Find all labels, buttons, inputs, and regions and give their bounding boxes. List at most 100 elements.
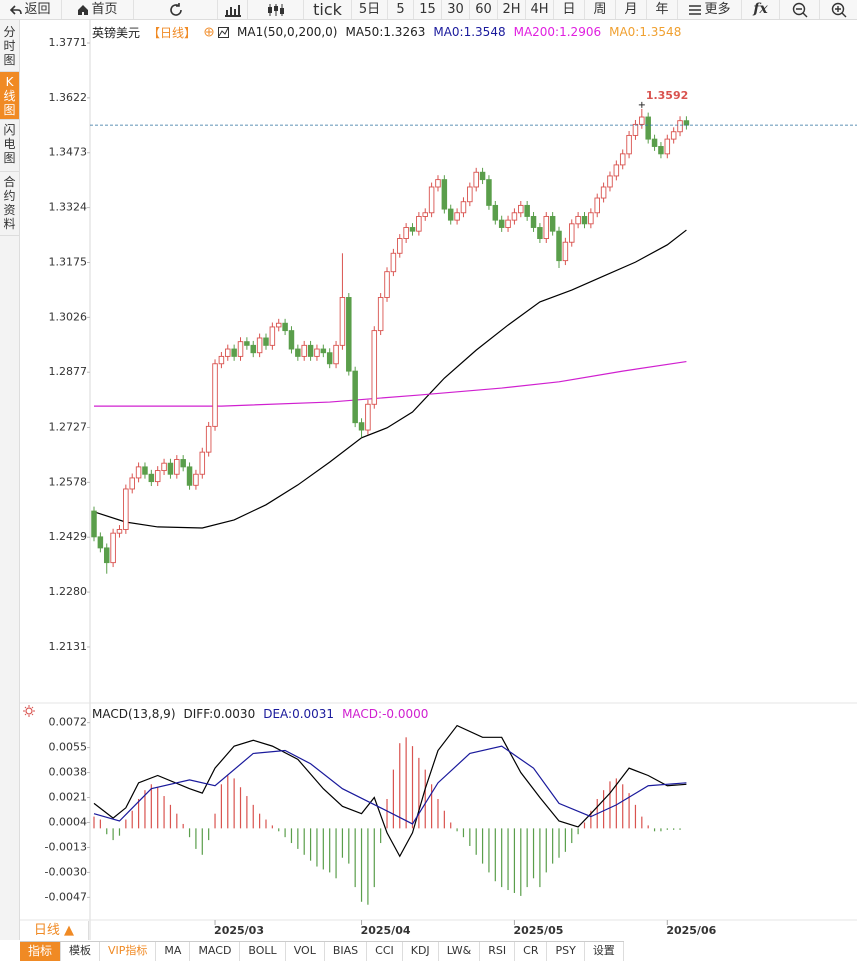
period-button[interactable]: 5: [388, 0, 414, 19]
period-button[interactable]: 30: [442, 0, 470, 19]
formula-label: fx: [753, 1, 768, 17]
indicator-tab[interactable]: CCI: [367, 942, 403, 961]
indicator-tab[interactable]: KDJ: [403, 942, 439, 961]
candle-body: [473, 171, 479, 188]
period-label: 60: [475, 2, 492, 17]
period-button[interactable]: 日: [554, 0, 585, 19]
indicator-tab[interactable]: MACD: [190, 942, 241, 961]
macd-bar: [501, 828, 503, 888]
macd-bar: [622, 784, 624, 829]
candle-body: [339, 297, 346, 346]
candle-body: [460, 201, 467, 214]
period-button[interactable]: 2H: [498, 0, 526, 19]
candle-body: [524, 204, 530, 217]
sidebar-tab[interactable]: 分时图: [0, 22, 19, 72]
period-button[interactable]: 60: [470, 0, 498, 19]
macd-bar: [284, 828, 286, 838]
candle-body: [103, 547, 110, 564]
macd-bar: [571, 828, 573, 844]
formula-button[interactable]: fx: [742, 0, 780, 19]
x-tick-label: 2025/06: [666, 924, 716, 937]
candle-body: [263, 337, 269, 346]
zoom-out-button[interactable]: [780, 0, 820, 19]
candle-body: [658, 146, 664, 155]
candle-body: [288, 330, 295, 350]
indicator-tab[interactable]: VIP指标: [100, 942, 157, 961]
macd-bar: [443, 810, 445, 829]
period-button[interactable]: 15: [414, 0, 442, 19]
macd-bar: [354, 828, 356, 888]
ma-icon: [218, 26, 230, 38]
period-label: 2H: [502, 2, 521, 17]
macd-bar: [405, 737, 407, 829]
candle-body: [505, 219, 511, 228]
indicator-tab[interactable]: VOL: [286, 942, 325, 961]
candle-body: [244, 341, 250, 346]
indicator-tab[interactable]: MA: [156, 942, 191, 961]
candle-body: [91, 510, 97, 538]
y-tick-label: 1.3473: [49, 146, 88, 159]
refresh-button[interactable]: [134, 0, 218, 19]
indicator-tab[interactable]: 模板: [61, 942, 101, 961]
home-button[interactable]: 首页: [62, 0, 134, 19]
sidebar-tab[interactable]: K线图: [0, 72, 19, 120]
line-chart-button[interactable]: [218, 0, 248, 19]
macd-bar: [278, 828, 280, 832]
macd-bar: [481, 828, 484, 864]
candle-icon: [267, 3, 284, 16]
legend-item: MACD(13,8,9): [92, 707, 176, 721]
indicator-tab[interactable]: BOLL: [240, 942, 286, 961]
indicator-tab[interactable]: LW&: [439, 942, 481, 961]
sidebar-tab[interactable]: 合约资料: [0, 172, 19, 236]
indicator-tab[interactable]: RSI: [480, 942, 516, 961]
candle-body: [295, 348, 301, 357]
macd-bar: [157, 787, 159, 829]
period-button[interactable]: tick: [304, 0, 352, 19]
legend-item: MA200:1.2906: [513, 25, 602, 39]
candle-body: [301, 344, 307, 357]
period-button[interactable]: 月: [616, 0, 647, 19]
candle-body: [218, 355, 225, 365]
macd-bar: [188, 828, 191, 838]
period-button[interactable]: 5日: [352, 0, 388, 19]
macd-bar: [182, 823, 184, 829]
more-button[interactable]: 更多: [678, 0, 742, 19]
macd-bar: [373, 828, 375, 888]
candle-body: [454, 212, 460, 221]
period-button[interactable]: 4H: [526, 0, 554, 19]
period-button[interactable]: 年: [647, 0, 678, 19]
macd-bar: [227, 775, 229, 829]
macd-line: [93, 745, 687, 825]
zoom-in-button[interactable]: [820, 0, 857, 19]
macd-bar: [252, 804, 254, 829]
candle-body: [377, 297, 384, 332]
candle-body: [256, 337, 263, 354]
candle-body: [358, 422, 365, 431]
macd-bar: [615, 778, 617, 829]
macd-bar: [380, 828, 382, 844]
indicator-tab[interactable]: 指标: [20, 942, 62, 961]
macd-bar: [137, 798, 140, 829]
indicator-tab[interactable]: 设置: [585, 942, 624, 961]
indicator-tab[interactable]: PSY: [547, 942, 585, 961]
macd-legend: MACD(13,8,9) DIFF:0.0030 DEA:0.0031 MACD:-0…: [92, 705, 428, 723]
macd-bar: [360, 828, 363, 902]
period-button[interactable]: 周: [585, 0, 616, 19]
macd-bar: [532, 828, 535, 879]
macd-bar: [125, 819, 127, 829]
back-button[interactable]: 返回: [0, 0, 62, 19]
y-tick-label: 1.2280: [49, 585, 88, 598]
candle-button[interactable]: [248, 0, 304, 19]
sidebar: 分时图 K线图 闪电图 合约资料: [0, 20, 20, 940]
y-tick-label: 1.3771: [49, 36, 88, 49]
candle-body: [199, 451, 206, 475]
candle-body: [575, 216, 581, 225]
indicator-tab[interactable]: BIAS: [325, 942, 368, 961]
macd-bar: [265, 819, 267, 829]
macd-bar: [259, 813, 261, 829]
period-selector[interactable]: 日线 ▲: [20, 921, 89, 940]
candle-body: [626, 134, 632, 155]
candle-body: [186, 466, 193, 486]
sidebar-tab[interactable]: 闪电图: [0, 120, 19, 172]
indicator-tab[interactable]: CR: [515, 942, 548, 961]
